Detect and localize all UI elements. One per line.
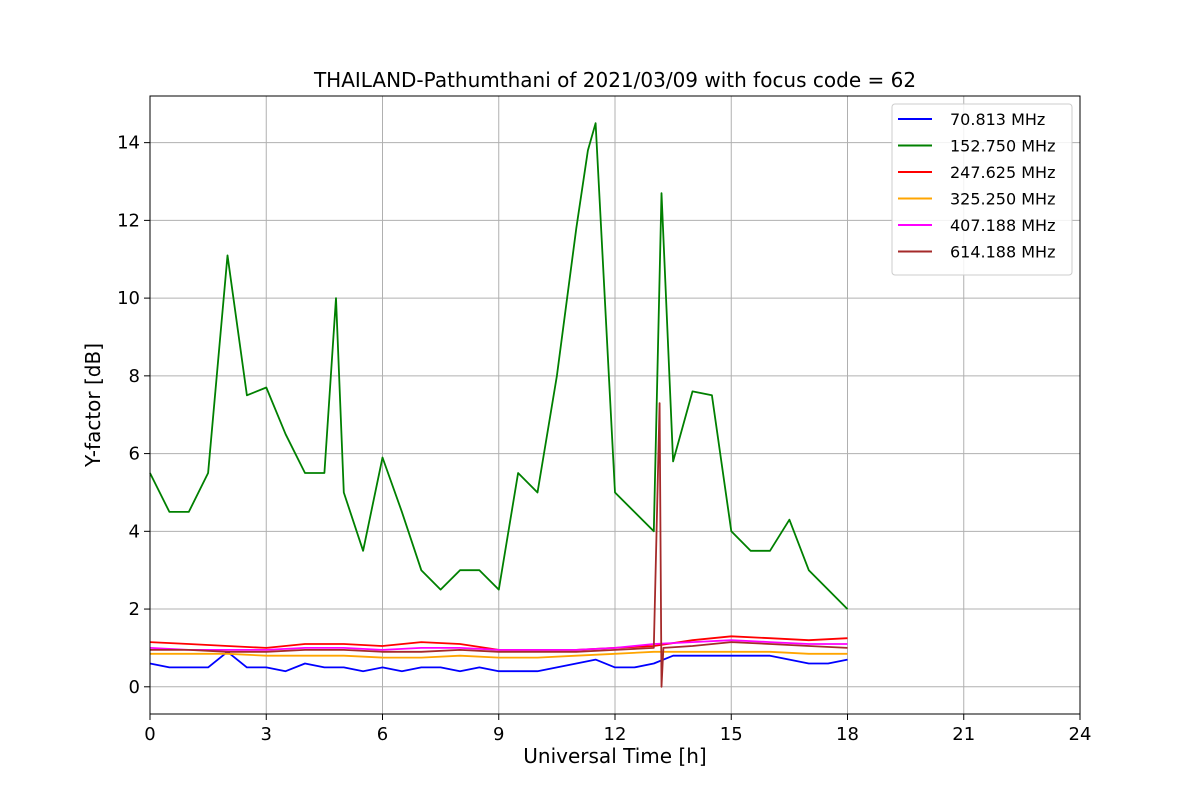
series-line-1 xyxy=(149,122,849,610)
series-line-0 xyxy=(149,650,848,673)
y-axis-label: Y-factor [dB] xyxy=(81,343,105,468)
series-line-4 xyxy=(149,639,848,651)
legend-label: 325.250 MHz xyxy=(950,190,1055,209)
legend-label: 152.750 MHz xyxy=(950,137,1055,156)
x-tick-label: 21 xyxy=(952,724,975,745)
y-tick-label: 2 xyxy=(129,599,140,620)
x-tick-label: 6 xyxy=(377,724,388,745)
legend-label: 247.625 MHz xyxy=(950,163,1055,182)
y-tick-label: 12 xyxy=(117,210,140,231)
legend-label: 407.188 MHz xyxy=(950,216,1055,235)
y-tick-label: 4 xyxy=(129,521,140,542)
x-tick-label: 3 xyxy=(261,724,272,745)
series-layer xyxy=(149,122,849,688)
series-line-5 xyxy=(150,402,848,688)
legend-label: 70.813 MHz xyxy=(950,110,1045,129)
y-tick-label: 10 xyxy=(117,288,140,309)
x-tick-label: 9 xyxy=(493,724,504,745)
legend: 70.813 MHz 152.750 MHz 247.625 MHz 325.250 … xyxy=(891,103,1073,276)
y-tick-label: 6 xyxy=(129,444,140,465)
y-tick-label: 14 xyxy=(117,133,140,154)
x-tick-label: 24 xyxy=(1069,724,1092,745)
x-tick-label: 18 xyxy=(836,724,859,745)
legend-box xyxy=(891,103,1073,276)
y-tick-label: 8 xyxy=(129,366,140,387)
chart-title: THAILAND-Pathumthani of 2021/03/09 with … xyxy=(313,68,916,92)
x-axis-label: Universal Time [h] xyxy=(523,744,706,768)
x-tick-label: 0 xyxy=(144,724,155,745)
y-tick-label: 0 xyxy=(129,677,140,698)
x-tick-label: 12 xyxy=(604,724,627,745)
legend-label: 614.188 MHz xyxy=(950,243,1055,262)
x-tick-label: 15 xyxy=(720,724,743,745)
grid xyxy=(149,96,1081,714)
series-line-3 xyxy=(150,650,848,659)
